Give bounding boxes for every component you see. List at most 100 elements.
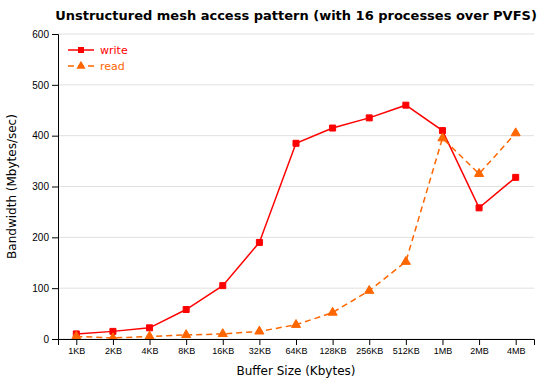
grid-line xyxy=(58,34,534,35)
x-tick-label: 1MB xyxy=(434,346,453,356)
x-tick-mark xyxy=(333,339,334,345)
y-tick: 500 xyxy=(32,80,58,91)
y-tick-label: 300 xyxy=(32,181,49,192)
series-marker xyxy=(293,140,299,146)
x-tick-label: 64KB xyxy=(285,346,307,356)
y-tick-mark xyxy=(52,34,58,35)
y-tick-mark xyxy=(52,339,58,340)
y-tick: 200 xyxy=(32,232,58,243)
series-marker xyxy=(366,115,372,121)
x-tick-mark xyxy=(259,339,260,345)
series-line xyxy=(76,133,515,338)
x-tick-label: 1KB xyxy=(68,346,85,356)
grid xyxy=(58,34,534,339)
series-marker xyxy=(328,307,337,315)
series-marker xyxy=(255,326,264,334)
x-tick-label: 256KB xyxy=(356,346,383,356)
x-tick-mark xyxy=(479,339,480,345)
x-tick: 8KB xyxy=(178,339,195,356)
series-marker xyxy=(401,256,410,264)
series-marker xyxy=(513,174,519,180)
x-tick-label: 16KB xyxy=(212,346,234,356)
y-tick-mark xyxy=(52,187,58,188)
y-tick-label: 500 xyxy=(32,80,49,91)
x-tick-label: 2KB xyxy=(105,346,122,356)
y-tick-label: 100 xyxy=(32,283,49,294)
x-tick-mark xyxy=(516,339,517,345)
y-tick: 400 xyxy=(32,130,58,141)
y-tick-mark xyxy=(52,85,58,86)
series-marker xyxy=(183,307,189,313)
x-tick-mark xyxy=(186,339,187,345)
legend-marker xyxy=(78,47,84,53)
y-axis-title: Bandwidth (Mbytes/sec) xyxy=(5,114,19,259)
x-axis-line xyxy=(59,340,535,346)
legend-item: read xyxy=(68,60,125,73)
x-axis-title: Buffer Size (Kbytes) xyxy=(237,364,356,378)
y-tick: 300 xyxy=(32,181,58,192)
x-tick-label: 512KB xyxy=(393,346,420,356)
x-tick: 16KB xyxy=(212,339,234,356)
series-marker xyxy=(108,333,117,339)
series-marker xyxy=(403,102,409,108)
plot: 1KB 2KB 4KB 8KB 16KB 32KB 64KB 128KB 256KB 512KB 1… xyxy=(32,29,534,357)
series-marker xyxy=(475,169,484,177)
series-marker xyxy=(145,331,154,339)
x-tick-mark xyxy=(296,339,297,345)
x-tick-mark xyxy=(406,339,407,345)
x-tick-mark xyxy=(223,339,224,345)
x-tick: 64KB xyxy=(285,339,307,356)
legend-label: read xyxy=(100,60,125,73)
grid-line xyxy=(58,288,534,289)
series-marker xyxy=(147,325,153,331)
x-tick: 32KB xyxy=(249,339,271,356)
x-tick-mark xyxy=(113,339,114,345)
series-line xyxy=(76,105,515,334)
legend-item: write xyxy=(68,44,128,57)
series-marker xyxy=(291,320,300,328)
y-axis: 0 100 200 300 400 500 600 xyxy=(32,29,58,345)
series-marker xyxy=(256,239,262,245)
series-marker xyxy=(182,330,191,338)
y-tick: 600 xyxy=(32,29,58,40)
y-tick-label: 400 xyxy=(32,130,49,141)
x-tick: 2KB xyxy=(105,339,122,356)
x-tick: 1KB xyxy=(68,339,85,356)
x-tick: 4KB xyxy=(142,339,159,356)
legend-label: write xyxy=(100,44,128,57)
x-axis: 1KB 2KB 4KB 8KB 16KB 32KB 64KB 128KB 256KB 512KB 1… xyxy=(59,339,535,356)
grid-line xyxy=(58,84,534,85)
x-tick-label: 8KB xyxy=(178,346,195,356)
x-tick-label: 4MB xyxy=(507,346,526,356)
x-tick-mark xyxy=(150,339,151,345)
x-tick-label: 128KB xyxy=(320,346,347,356)
x-tick-label: 2MB xyxy=(470,346,489,356)
grid-line xyxy=(58,135,534,136)
x-tick: 128KB xyxy=(320,339,347,356)
y-tick-mark xyxy=(52,237,58,238)
y-tick: 0 xyxy=(43,334,58,345)
x-tick: 512KB xyxy=(393,339,420,356)
legend-marker xyxy=(76,61,85,69)
x-tick: 2MB xyxy=(470,339,489,356)
y-axis-line xyxy=(52,35,59,340)
series-marker xyxy=(438,133,447,141)
x-tick: 4MB xyxy=(507,339,526,356)
y-tick: 100 xyxy=(32,283,58,294)
x-tick-label: 4KB xyxy=(142,346,159,356)
x-tick-mark xyxy=(369,339,370,345)
data-marks xyxy=(72,102,521,339)
x-tick: 256KB xyxy=(356,339,383,356)
series-marker xyxy=(72,331,81,339)
legend: write read xyxy=(68,44,128,73)
x-tick-mark xyxy=(442,339,443,345)
series-marker xyxy=(330,125,336,131)
y-tick-mark xyxy=(52,288,58,289)
x-tick-label: 32KB xyxy=(249,346,271,356)
series-marker xyxy=(511,128,520,136)
grid-line xyxy=(58,237,534,238)
chart: 1KB 2KB 4KB 8KB 16KB 32KB 64KB 128KB 256KB 512KB 1… xyxy=(0,0,550,385)
y-tick-mark xyxy=(52,136,58,137)
y-tick-label: 0 xyxy=(43,334,49,345)
series-marker xyxy=(476,205,482,211)
